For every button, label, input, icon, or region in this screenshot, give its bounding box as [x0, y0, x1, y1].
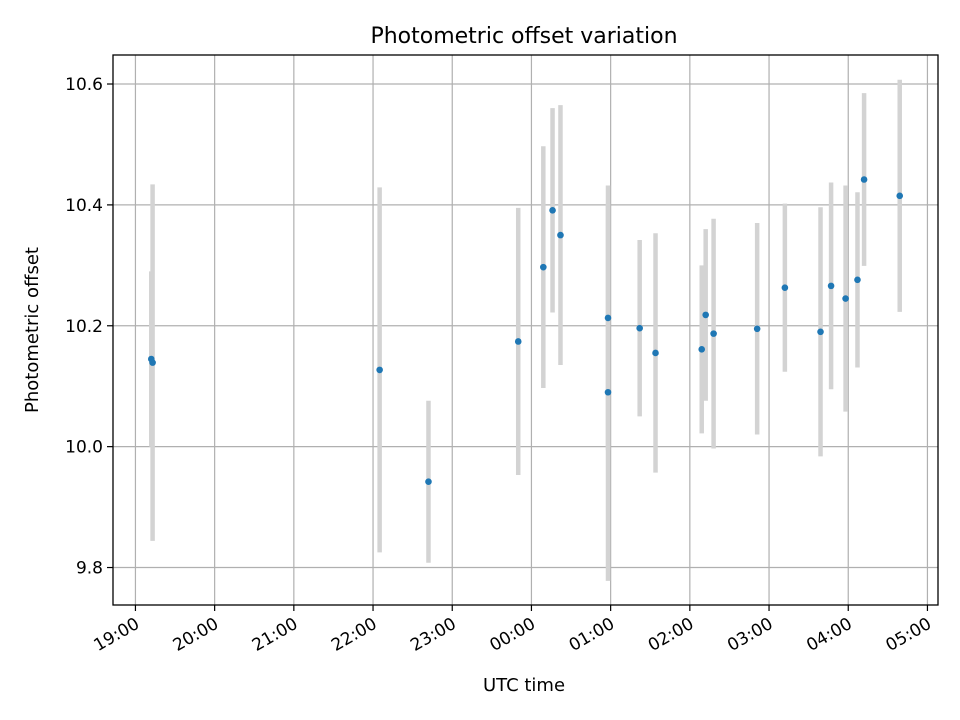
data-point [540, 263, 547, 271]
y-axis-ticks: 9.8 10.0 10.2 10.4 10.6 [65, 75, 113, 579]
data-point [376, 366, 383, 374]
grid [113, 55, 938, 605]
data-point [827, 282, 835, 290]
data-point [860, 176, 868, 183]
y-tick-label: 10.6 [65, 75, 103, 95]
data-point [842, 295, 849, 302]
y-axis-label: Photometric offset [22, 247, 43, 413]
data-point [753, 325, 761, 333]
data-point [636, 324, 643, 332]
data-point [817, 328, 824, 336]
x-axis-label: UTC time [483, 675, 565, 696]
y-tick-label: 9.8 [76, 559, 103, 579]
data-point [557, 231, 564, 239]
data-point [604, 314, 612, 322]
data-point [549, 207, 556, 214]
data-point [425, 478, 432, 486]
data-point [781, 284, 789, 291]
y-tick-label: 10.2 [65, 317, 103, 337]
data-point [698, 346, 706, 353]
data-point [149, 359, 156, 366]
data-point [604, 388, 612, 396]
data-point [702, 311, 709, 319]
data-point [896, 192, 904, 200]
data-point [514, 338, 522, 345]
plot-area-frame [112, 54, 939, 606]
data-points [147, 176, 904, 486]
data-point [854, 276, 861, 284]
data-point [652, 349, 659, 357]
data-point [710, 330, 717, 337]
chart-title: Photometric offset variation [370, 24, 677, 49]
y-tick-label: 10.0 [65, 438, 103, 458]
y-tick-label: 10.4 [65, 196, 103, 216]
